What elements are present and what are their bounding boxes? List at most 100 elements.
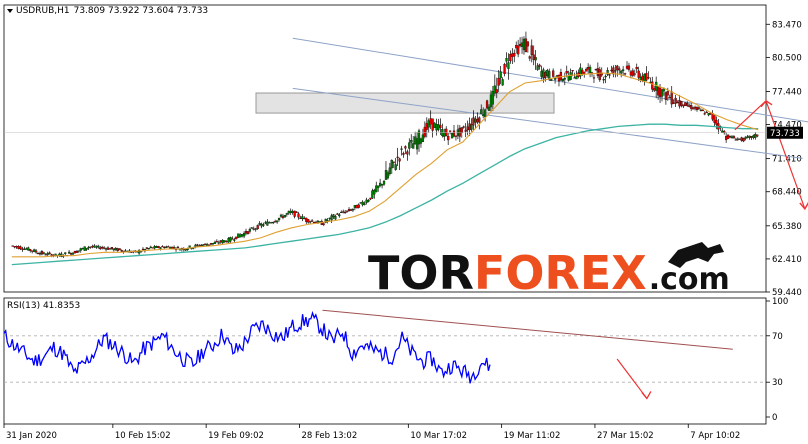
bear-candle <box>310 220 314 222</box>
bear-candle <box>225 241 228 243</box>
bear-candle <box>297 213 300 218</box>
bull-candle <box>248 229 252 232</box>
bear-candle <box>369 197 372 200</box>
bear-candle <box>347 209 351 211</box>
bull-candle <box>575 76 578 80</box>
channel-lower-line <box>292 87 803 159</box>
bear-candle <box>44 254 47 256</box>
bull-candle <box>25 248 28 250</box>
bull-candle <box>332 214 335 218</box>
bull-candle <box>371 190 374 199</box>
bear-candle <box>610 69 613 72</box>
bear-candle <box>34 250 38 253</box>
bull-candle <box>33 249 36 252</box>
bull-candle <box>147 248 150 250</box>
bear-candle <box>705 111 708 114</box>
rsi-tick-label: 0 <box>772 413 777 423</box>
bull-candle <box>480 109 483 114</box>
bull-candle <box>165 246 168 248</box>
bear-candle <box>116 248 119 252</box>
bull-candle <box>676 102 679 104</box>
bull-candle <box>23 248 26 250</box>
bull-candle <box>400 148 403 150</box>
bear-candle <box>715 119 718 125</box>
bear-candle <box>594 69 598 71</box>
bear-candle <box>423 126 426 137</box>
bear-candle <box>392 161 395 163</box>
bear-candle <box>305 217 308 222</box>
bear-candle <box>11 245 14 247</box>
bull-candle <box>266 221 269 226</box>
bear-candle <box>200 244 203 246</box>
bull-candle <box>97 245 100 248</box>
bear-candle <box>734 139 737 141</box>
bull-candle <box>254 228 257 230</box>
bull-candle <box>470 124 473 130</box>
bear-candle <box>295 211 298 214</box>
bear-candle <box>357 204 360 208</box>
bull-candle <box>363 203 366 205</box>
bull-candle <box>754 134 757 138</box>
bear-candle <box>293 210 296 217</box>
bear-candle <box>344 211 347 214</box>
bear-candle <box>404 146 407 149</box>
bear-candle <box>89 246 92 248</box>
bear-candle <box>219 240 222 243</box>
bull-candle <box>277 217 281 221</box>
bear-candle <box>509 53 512 62</box>
bear-candle <box>21 248 24 250</box>
bull-candle <box>301 216 304 220</box>
bear-candle <box>526 41 529 47</box>
bear-candle <box>207 244 211 246</box>
bull-candle <box>489 94 493 108</box>
bull-candle <box>419 138 423 144</box>
bull-candle <box>546 69 549 77</box>
bear-candle <box>274 221 277 223</box>
bull-candle <box>736 138 739 140</box>
bear-candle <box>110 247 114 250</box>
rsi-header: RSI(13) 41.8353 <box>7 301 80 311</box>
bear-candle <box>672 102 675 104</box>
bull-candle <box>83 246 86 251</box>
bull-candle <box>699 109 703 111</box>
bear-candle <box>466 126 469 131</box>
bull-candle <box>746 136 749 138</box>
bear-candle <box>485 100 489 109</box>
bull-candle <box>548 71 551 79</box>
bear-candle <box>17 246 20 250</box>
bull-candle <box>643 73 646 82</box>
bear-candle <box>31 250 34 252</box>
bear-candle <box>581 69 584 75</box>
bear-candle <box>176 246 180 248</box>
last-price-box <box>767 126 803 139</box>
bull-candle <box>540 71 543 77</box>
time-tick-label: 10 Mar 17:02 <box>410 431 467 441</box>
bull-candle <box>415 138 419 150</box>
bull-candle <box>93 245 96 248</box>
bull-candle <box>149 246 152 248</box>
bear-candle <box>585 68 588 72</box>
bull-candle <box>414 136 417 145</box>
bull-candle <box>427 120 430 128</box>
bull-candle <box>275 220 279 223</box>
ohlc-label: 73.809 73.922 73.604 73.733 <box>74 6 209 16</box>
bull-candle <box>227 238 230 243</box>
bull-candle <box>555 75 559 77</box>
bear-candle <box>686 103 689 107</box>
bull-candle <box>606 70 609 75</box>
bear-candle <box>695 106 699 111</box>
bull-candle <box>435 124 438 131</box>
bull-candle <box>172 247 176 249</box>
bear-candle <box>538 64 541 67</box>
bull-candle <box>87 247 90 249</box>
bear-candle <box>157 246 160 248</box>
bull-candle <box>71 252 75 255</box>
bull-candle <box>338 214 341 217</box>
bear-candle <box>307 219 310 223</box>
bear-candle <box>439 125 442 128</box>
bear-candle <box>517 45 520 55</box>
bear-candle <box>454 135 458 137</box>
bull-candle <box>237 233 240 238</box>
bull-candle <box>211 243 215 245</box>
bear-candle <box>670 91 673 105</box>
